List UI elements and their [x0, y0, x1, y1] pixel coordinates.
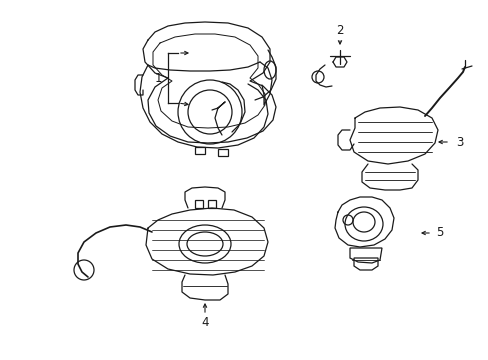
- Text: 3: 3: [455, 135, 463, 149]
- Text: 1: 1: [154, 72, 162, 85]
- Text: 4: 4: [201, 315, 208, 328]
- Text: 5: 5: [435, 226, 443, 239]
- Text: 2: 2: [336, 23, 343, 36]
